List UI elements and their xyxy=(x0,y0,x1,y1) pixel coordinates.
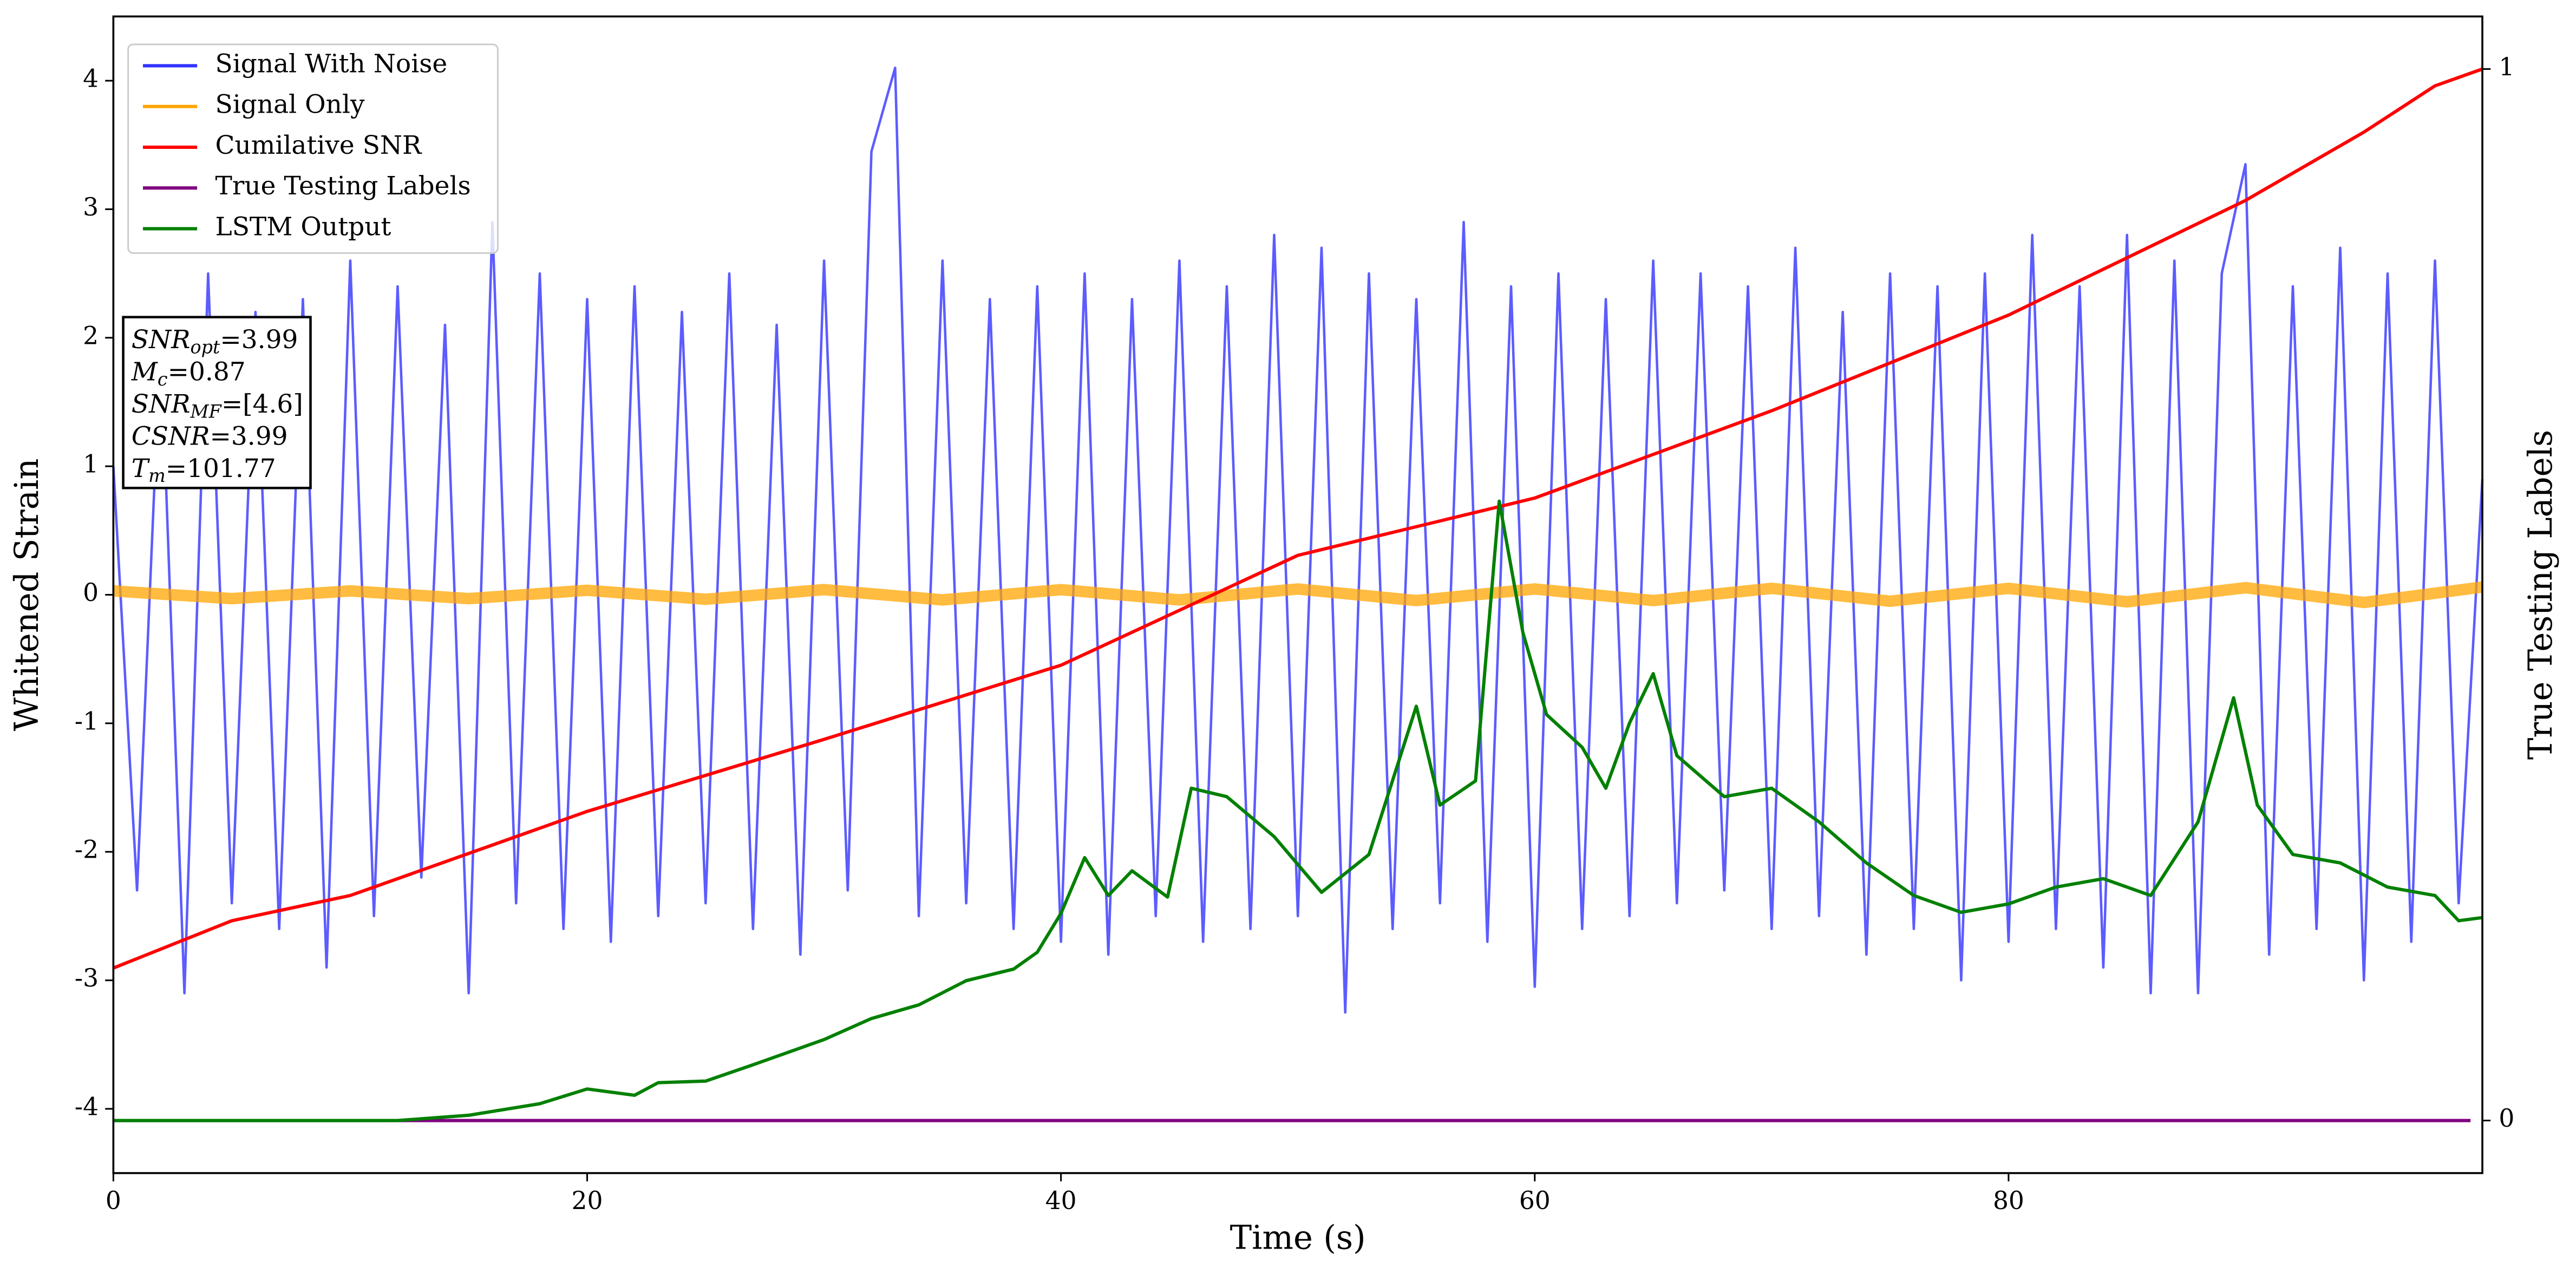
annotation-symbol: SNR xyxy=(132,389,191,419)
legend: Signal With Noise Signal Only Cumilative S… xyxy=(127,43,499,254)
annotation-subscript: opt xyxy=(191,336,220,357)
y2-tick-label: 0 xyxy=(2499,1104,2514,1133)
legend-label: True Testing Labels xyxy=(215,171,471,201)
annotation-value: =3.99 xyxy=(210,422,287,452)
x-tick-label: 40 xyxy=(1045,1186,1077,1215)
annotation-subscript: c xyxy=(158,369,168,390)
annotation-line: Tm=101.77 xyxy=(132,454,276,486)
y-tick-label: 3 xyxy=(83,193,99,221)
annotation-line: SNRopt=3.99 xyxy=(132,325,298,357)
annotation-subscript: MF xyxy=(190,401,223,422)
plot-area xyxy=(112,67,2484,1122)
y-tick-label: 4 xyxy=(83,64,99,93)
y-tick-label: -1 xyxy=(75,707,99,735)
annotation-symbol: CSNR xyxy=(132,422,210,452)
y-tick-label: 0 xyxy=(83,578,99,607)
annotation-line: SNRMF=[4.6] xyxy=(132,389,303,422)
series-line xyxy=(113,67,2483,970)
annotation-subscript: m xyxy=(148,465,166,486)
legend-label: Cumilative SNR xyxy=(215,130,423,160)
annotation-value: =0.87 xyxy=(168,357,246,387)
y2-tick-label: 1 xyxy=(2499,53,2514,81)
legend-label: LSTM Output xyxy=(215,212,391,241)
y-tick-label: -2 xyxy=(75,835,99,864)
x-tick-label: 0 xyxy=(106,1186,121,1215)
y-axis-title: Whitened Strain xyxy=(8,459,46,731)
annotation-box: SNRopt=3.99Mc=0.87SNRMF=[4.6]CSNR=3.99Tm… xyxy=(122,316,312,489)
y-tick-label: -3 xyxy=(75,964,99,992)
x-tick-label: 80 xyxy=(1993,1186,2024,1215)
annotation-frame xyxy=(122,316,312,489)
annotation-value: =[4.6] xyxy=(221,389,303,419)
legend-frame xyxy=(127,43,499,254)
series-line xyxy=(113,499,2483,1122)
annotation-symbol: M xyxy=(131,357,159,387)
y-tick-label: 2 xyxy=(83,321,99,350)
x-tick-label: 20 xyxy=(572,1186,603,1215)
x-axis-title: Time (s) xyxy=(1230,1219,1366,1257)
annotation-value: =3.99 xyxy=(220,325,298,355)
legend-label: Signal With Noise xyxy=(215,49,448,79)
annotation-symbol: SNR xyxy=(132,325,191,355)
x-tick-label: 60 xyxy=(1519,1186,1551,1215)
annotation-symbol: T xyxy=(132,454,151,484)
legend-label: Signal Only xyxy=(215,90,365,120)
annotation-value: =101.77 xyxy=(166,454,276,484)
y2-axis-title: True Testing Labels xyxy=(2522,430,2560,760)
annotation-line: Mc=0.87 xyxy=(131,357,246,390)
series-line xyxy=(112,67,2484,1014)
series-line xyxy=(113,581,2483,609)
y-tick-label: -4 xyxy=(75,1092,99,1121)
y-tick-label: 1 xyxy=(83,450,99,479)
annotation-line: CSNR=3.99 xyxy=(132,422,288,452)
